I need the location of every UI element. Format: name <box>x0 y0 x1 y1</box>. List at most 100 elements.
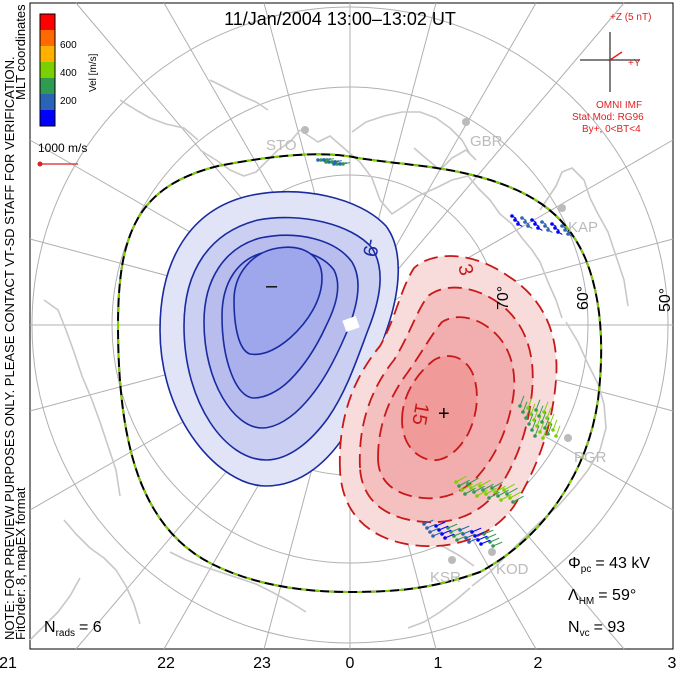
velocity-vector <box>497 489 509 497</box>
preview-note: NOTE: FOR PREVIEW PURPOSES ONLY. PLEASE … <box>2 56 17 640</box>
vector-scale: 1000 m/s <box>37 141 87 167</box>
stat-phi-pc: Φpc = 43 kV <box>568 555 650 575</box>
velocity-vector <box>542 427 548 439</box>
velocity-vector <box>539 421 545 433</box>
color-bar-cell <box>40 30 55 47</box>
station-label-ksr: KSR <box>430 569 461 586</box>
velocity-vector <box>471 527 482 533</box>
color-bar-cell <box>40 78 55 95</box>
velocity-vector <box>530 403 536 415</box>
mlt-tick-22: 22 <box>157 655 175 672</box>
station-label-kod: KOD <box>496 561 529 578</box>
velocity-vector <box>486 533 497 539</box>
velocity-vector <box>538 405 544 417</box>
mlt-tick-3: 3 <box>668 655 677 672</box>
velocity-vector <box>506 487 518 495</box>
stat-lambda-hm: ΛHM = 59° <box>568 587 636 607</box>
velocity-vector <box>477 535 488 541</box>
velocity-vector <box>326 158 334 161</box>
velocity-vector <box>464 487 476 495</box>
velocity-vector <box>543 401 549 413</box>
velocity-vector <box>521 217 527 221</box>
color-bar-cell <box>40 94 55 111</box>
color-bar-cell <box>40 110 55 127</box>
lat-label-70: 70° <box>495 286 512 310</box>
velocity-vector <box>500 493 512 501</box>
velocity-vector <box>474 531 485 537</box>
velocity-vector <box>453 531 464 537</box>
velocity-vector <box>534 223 540 227</box>
map-title: 11/Jan/2004 13:00–13:02 UT <box>224 9 456 29</box>
velocity-vector <box>551 223 557 227</box>
velocity-vector <box>547 229 553 233</box>
velocity-vector <box>462 529 473 535</box>
velocity-vector <box>537 227 543 231</box>
velocity-vector <box>489 537 500 543</box>
mlt-tick-2: 2 <box>534 655 543 672</box>
mlt-tick-23: 23 <box>253 655 271 672</box>
vector-scale-label: 1000 m/s <box>38 141 87 155</box>
velocity-vector <box>467 477 479 485</box>
color-bar-label: Vel [m/s] <box>88 53 99 92</box>
velocity-vector <box>455 475 467 483</box>
velocity-vector <box>491 481 503 489</box>
velocity-vector <box>459 525 470 531</box>
velocity-vector <box>458 479 470 487</box>
mlt-tick-0: 0 <box>346 655 355 672</box>
velocity-vector <box>546 407 552 419</box>
velocity-vector <box>524 221 530 225</box>
velocity-vector <box>511 215 517 219</box>
color-bar: 600 400 200 Vel [m/s] <box>39 13 99 127</box>
contour-label-positive-inner: 15 <box>407 401 433 427</box>
velocity-vector <box>544 417 550 429</box>
velocity-vector <box>534 425 540 437</box>
velocity-vector <box>492 541 503 547</box>
contour-label-negative: -9 <box>358 237 383 258</box>
velocity-vector <box>512 495 524 503</box>
station-markers <box>301 118 572 564</box>
velocity-vector <box>522 401 528 413</box>
velocity-vector <box>465 533 476 539</box>
coordinate-system-label: MLT coordinates <box>13 4 28 100</box>
fit-statistics: Φpc = 43 kV ΛHM = 59° Nvc = 93 Nrads = 6 <box>44 555 650 639</box>
color-bar-tick-400: 400 <box>60 68 77 79</box>
potential-min-marker: – <box>266 275 278 297</box>
velocity-vector <box>488 491 500 499</box>
positive-cell <box>338 255 558 548</box>
velocity-vector <box>485 487 497 495</box>
color-bar-tick-200: 200 <box>60 96 77 107</box>
velocity-vector <box>514 219 520 223</box>
color-bar-cell <box>40 46 55 63</box>
velocity-vector <box>567 233 573 237</box>
velocity-vector <box>536 415 542 427</box>
velocity-vector <box>342 162 350 165</box>
velocity-vector <box>426 523 437 529</box>
velocity-vector <box>561 225 567 229</box>
hm-boundary <box>116 153 603 594</box>
velocity-vectors <box>316 158 573 548</box>
stat-n-vc: Nvc = 93 <box>568 619 625 639</box>
imf-panel: +Z (5 nT) +Y OMNI IMF Stat Mod: RG96 By+… <box>572 12 651 135</box>
velocity-vector <box>527 225 533 229</box>
velocity-vector <box>552 419 558 431</box>
lat-label-50: 50° <box>657 288 674 312</box>
negative-cell <box>159 190 400 487</box>
velocity-vector <box>555 425 561 437</box>
station-label-sto: STO <box>266 137 297 154</box>
station-label-gbr: GBR <box>470 133 503 150</box>
velocity-vector <box>547 423 553 435</box>
lat-label-60: 60° <box>575 286 592 310</box>
coastlines <box>29 79 629 641</box>
velocity-vector <box>479 479 491 487</box>
velocity-vector <box>494 485 506 493</box>
contour-label-positive-outer: 3 <box>453 262 477 278</box>
potential-max-marker: + <box>438 403 450 425</box>
velocity-vector <box>438 525 449 531</box>
velocity-vector <box>432 531 443 537</box>
color-bar-tick-600: 600 <box>60 40 77 51</box>
velocity-vector <box>517 223 523 227</box>
velocity-vector <box>525 407 531 419</box>
velocity-vector <box>531 219 537 223</box>
velocity-vector <box>456 535 467 541</box>
velocity-vector <box>519 395 525 407</box>
